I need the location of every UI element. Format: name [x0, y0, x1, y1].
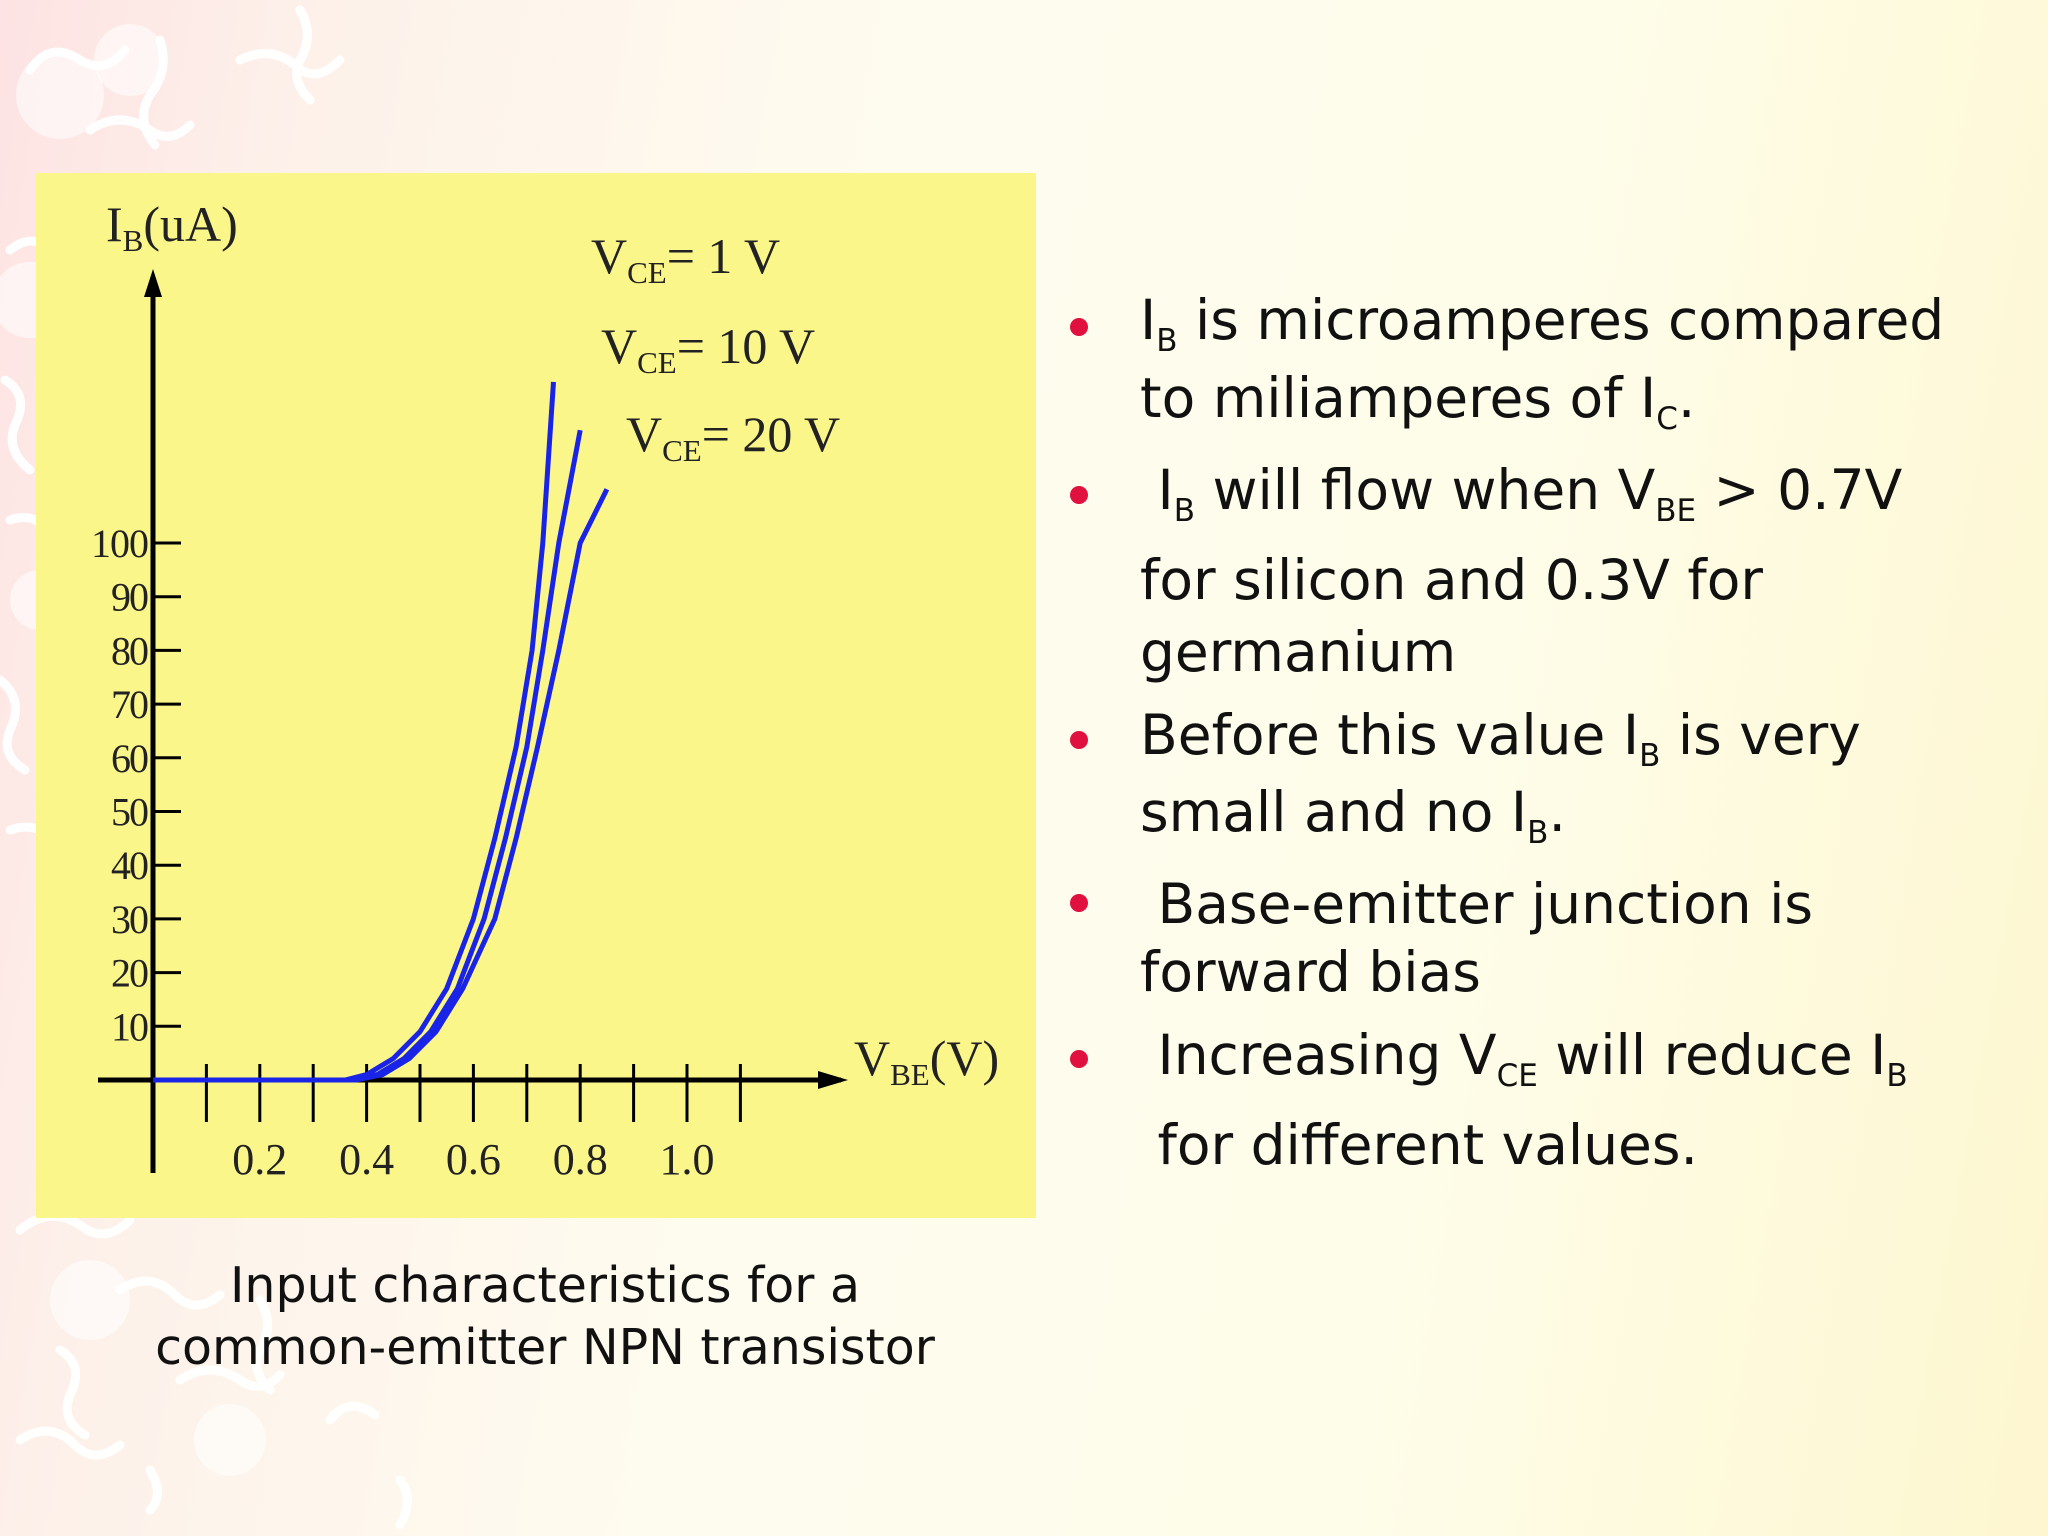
subscript: B	[1173, 493, 1195, 529]
y-tick-label: 10	[111, 1004, 149, 1049]
puzzle-stroke	[395, 1475, 412, 1530]
bullet-text: is very	[1660, 703, 1861, 767]
bullet-text: .	[1677, 366, 1696, 430]
bullet-line: IB will flow when VBE > 0.7V	[1140, 456, 1903, 527]
puzzle-piece	[16, 51, 104, 139]
bullet-text: I	[1140, 458, 1174, 522]
y-tick-label: 70	[111, 682, 149, 727]
puzzle-stroke	[145, 1465, 162, 1515]
y-tick-label: 100	[91, 521, 149, 566]
y-tick-label: 40	[111, 843, 149, 888]
x-axis-arrow	[818, 1071, 848, 1089]
bullet-line: IB is microamperes compared	[1140, 286, 1945, 357]
y-axis-label: IB(uA)	[106, 196, 238, 258]
x-tick-label: 0.4	[339, 1135, 394, 1184]
puzzle-stroke	[292, 5, 315, 105]
subscript: B	[1639, 738, 1661, 774]
puzzle-stroke	[325, 1401, 380, 1425]
puzzle-piece	[50, 1260, 130, 1340]
bullet-text: to miliamperes of I	[1140, 366, 1657, 430]
bullet-line: Before this value IB is very	[1140, 701, 1861, 772]
caption-line-1: Input characteristics for a	[229, 1257, 861, 1314]
y-tick-label: 60	[111, 736, 149, 781]
bullet-text: Before this value I	[1140, 703, 1640, 767]
puzzle-stroke	[55, 1345, 90, 1440]
bullet-line: Base-emitter junction is	[1140, 870, 1813, 938]
bullet-dot-icon	[1070, 894, 1088, 912]
puzzle-piece	[194, 1404, 266, 1476]
caption-line-2: common-emitter NPN transistor	[155, 1319, 935, 1376]
bullet-text: for silicon and 0.3V for	[1140, 548, 1763, 612]
bullet-line: to miliamperes of IC.	[1140, 364, 1696, 435]
bullet-text: for different values.	[1140, 1113, 1699, 1177]
bullet-line: for silicon and 0.3V for	[1140, 546, 1763, 614]
series-label-1: VCE= 1 V	[591, 228, 780, 290]
bullet-text: > 0.7V	[1696, 458, 1903, 522]
bullet-text: will flow when V	[1195, 458, 1656, 522]
y-tick-label: 20	[111, 951, 149, 996]
puzzle-stroke	[15, 1211, 135, 1239]
chart-panel: 0.2 0.4 0.6 0.8 1.0 10 20 30 40 50 60 70 80 90 100 IB(u…	[36, 173, 1036, 1218]
bullet-dot-icon	[1070, 731, 1088, 749]
subscript: B	[1886, 1058, 1908, 1094]
x-tick-label: 0.2	[232, 1135, 287, 1184]
bullet-line: small and no IB.	[1140, 778, 1566, 849]
puzzle-stroke	[15, 1426, 125, 1460]
x-tick-label: 0.8	[553, 1135, 608, 1184]
y-tick-label: 50	[111, 790, 149, 835]
bullet-text: germanium	[1140, 620, 1457, 684]
subscript: CE	[1496, 1058, 1538, 1094]
puzzle-stroke	[0, 675, 30, 775]
x-axis-label: VBE(V)	[854, 1030, 999, 1092]
bullet-dot-icon	[1070, 486, 1088, 504]
bullet-text: Base-emitter junction is	[1140, 872, 1814, 936]
puzzle-stroke	[115, 1276, 225, 1310]
bullet-text: forward bias	[1140, 940, 1481, 1004]
bullet-text: Increasing V	[1140, 1023, 1497, 1087]
x-tick-label: 0.6	[446, 1135, 501, 1184]
bullet-line: germanium	[1140, 618, 1456, 686]
subscript: BE	[1655, 493, 1697, 529]
puzzle-stroke	[252, 1295, 275, 1395]
bullet-text: will reduce I	[1537, 1023, 1887, 1087]
bullet-text: I	[1140, 288, 1157, 352]
curve-vce-3	[153, 488, 610, 1083]
bullet-dot-icon	[1070, 318, 1088, 336]
bullet-line: for different values.	[1140, 1111, 1698, 1179]
bullet-line: Increasing VCE will reduce IB	[1140, 1021, 1907, 1092]
bullet-text: .	[1548, 780, 1566, 844]
puzzle-piece	[94, 24, 166, 96]
bullet-dot-icon	[1070, 1050, 1088, 1068]
curve-vce-1	[153, 381, 556, 1083]
y-axis-arrow	[144, 269, 162, 297]
bullet-line: forward bias	[1140, 938, 1481, 1006]
bullet-text: small and no I	[1140, 780, 1528, 844]
y-tick-label: 80	[111, 628, 149, 673]
series-label-3: VCE= 20 V	[626, 406, 840, 468]
subscript: C	[1656, 401, 1678, 437]
chart-caption: Input characteristics for a common-emitt…	[40, 1255, 1050, 1379]
subscript: B	[1156, 323, 1178, 359]
puzzle-stroke	[235, 49, 345, 79]
series-label-2: VCE= 10 V	[601, 318, 815, 380]
input-characteristics-chart: 0.2 0.4 0.6 0.8 1.0 10 20 30 40 50 60 70 80 90 100 IB(u…	[91, 196, 999, 1184]
x-tick-label: 1.0	[660, 1135, 715, 1184]
y-tick-label: 30	[111, 897, 149, 942]
puzzle-stroke	[0, 375, 35, 475]
y-tick-label: 90	[111, 575, 149, 620]
bullet-text: is microamperes compared	[1177, 288, 1945, 352]
subscript: B	[1527, 815, 1549, 851]
